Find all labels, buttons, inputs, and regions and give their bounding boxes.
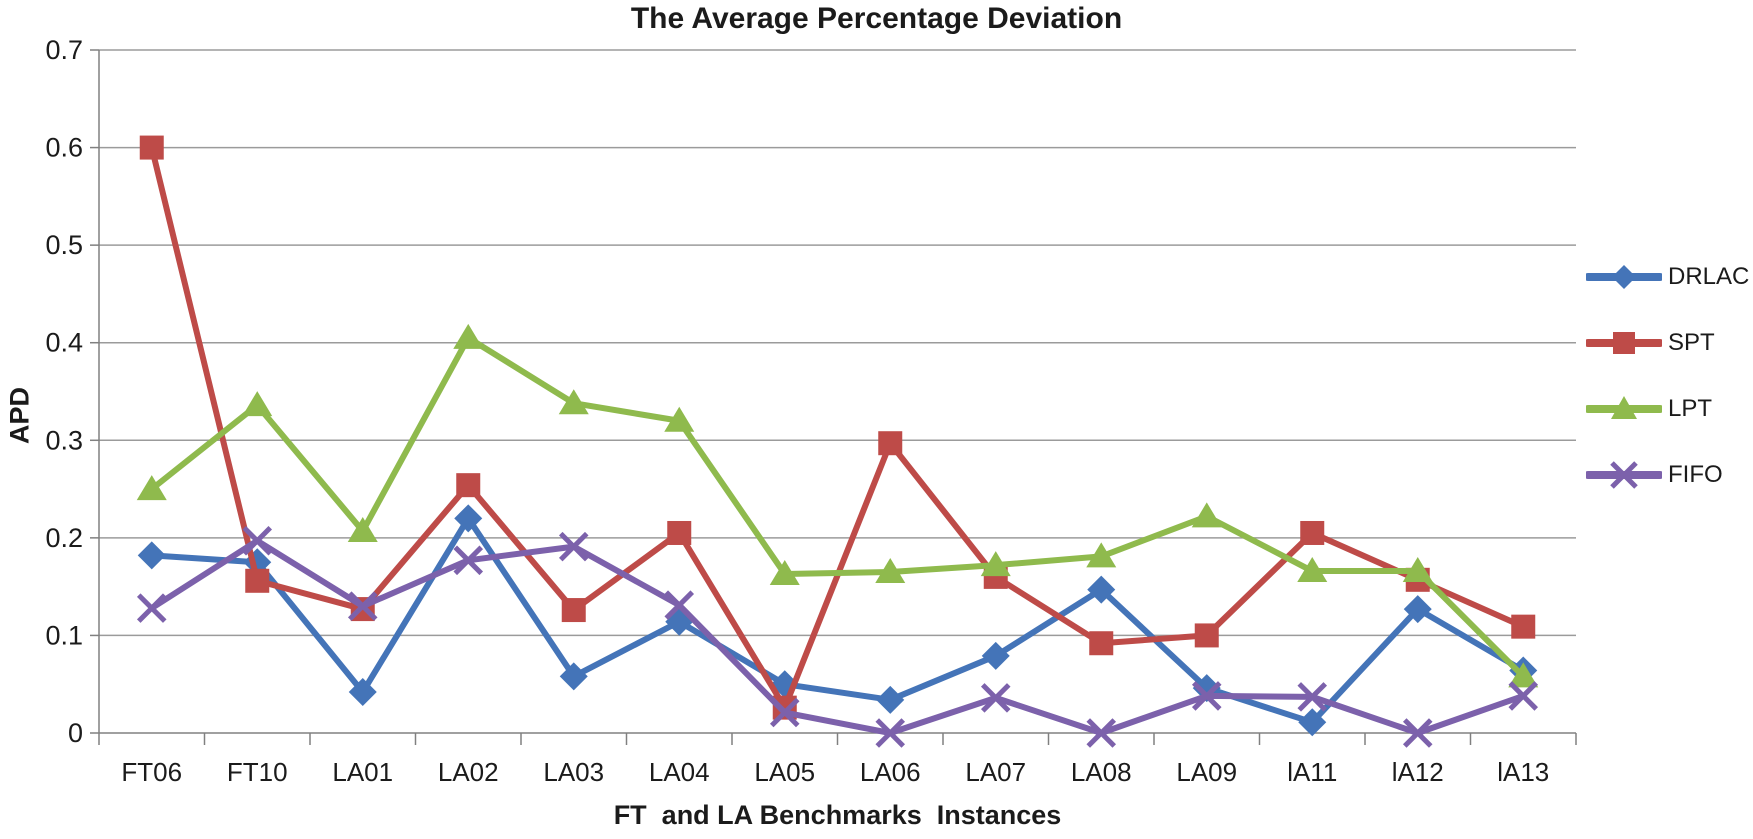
marker-x <box>1402 718 1433 748</box>
marker-x <box>242 526 273 556</box>
marker-square <box>1194 623 1219 648</box>
marker-diamond <box>348 678 377 707</box>
marker-x <box>664 590 695 620</box>
marker-diamond <box>981 641 1010 670</box>
legend-label: DRLAC <box>1668 263 1750 290</box>
marker-diamond <box>454 504 483 533</box>
marker-square <box>1511 614 1536 639</box>
marker-square <box>1089 631 1114 656</box>
legend-label: SPT <box>1668 329 1715 356</box>
legend-item-LPT: LPT <box>1586 394 1751 424</box>
marker-triangle <box>453 323 484 349</box>
marker-diamond <box>1403 595 1432 624</box>
marker-diamond <box>1087 575 1116 604</box>
marker-triangle <box>347 517 378 543</box>
y-tick-label: 0.7 <box>45 35 83 65</box>
x-tick-label: LA05 <box>754 757 815 787</box>
marker-square <box>878 431 903 456</box>
legend-label: LPT <box>1668 395 1713 422</box>
y-tick-label: 0.6 <box>45 133 83 163</box>
x-tick-label: LA01 <box>332 757 393 787</box>
series-line-LPT <box>148 334 1527 680</box>
marker-triangle <box>664 406 695 432</box>
marker-square <box>667 520 692 545</box>
y-tick-label: 0.3 <box>45 425 83 455</box>
marker-triangle <box>980 551 1011 577</box>
y-tick-label: 0.4 <box>45 328 83 358</box>
marker-triangle <box>136 475 167 501</box>
y-tick-label: 0.2 <box>45 523 83 553</box>
legend-item-DRLAC: DRLAC <box>1586 262 1751 292</box>
marker-diamond <box>876 685 905 714</box>
series-line-DRLAC <box>148 515 1527 726</box>
x-tick-label: FT06 <box>121 757 182 787</box>
marker-square <box>139 135 164 160</box>
marker-triangle <box>1191 502 1222 528</box>
marker-diamond <box>137 541 166 570</box>
marker-triangle <box>1402 557 1433 583</box>
legend-marker-x-icon <box>1586 461 1662 489</box>
marker-triangle <box>1086 542 1117 568</box>
x-tick-label: FT10 <box>227 757 288 787</box>
marker-x <box>558 531 589 562</box>
y-axis-title: APD <box>4 387 35 445</box>
legend-marker-triangle-icon <box>1586 396 1662 419</box>
marker-x <box>875 718 906 748</box>
marker-triangle <box>769 559 800 585</box>
chart-title: The Average Percentage Deviation <box>630 2 1123 35</box>
y-tick-label: 0.5 <box>45 230 83 260</box>
series-line-SPT <box>148 144 1527 711</box>
x-tick-label: LA04 <box>649 757 710 787</box>
x-tick-label: lA12 <box>1392 757 1444 787</box>
marker-square <box>456 473 481 498</box>
marker-triangle <box>1297 557 1328 583</box>
x-tick-label: lA11 <box>1287 757 1337 787</box>
legend-marker-square-icon <box>1586 332 1662 354</box>
legend-item-SPT: SPT <box>1586 328 1751 358</box>
marker-x <box>347 591 378 621</box>
legend-item-FIFO: FIFO <box>1586 460 1751 490</box>
x-tick-label: LA02 <box>438 757 499 787</box>
marker-diamond <box>559 662 588 691</box>
legend: DRLAC SPT LPT FIFO <box>1586 262 1751 526</box>
y-tick-label: 0.1 <box>45 620 83 650</box>
marker-x <box>769 697 800 728</box>
series-line-FIFO <box>148 537 1527 736</box>
marker-triangle <box>875 558 906 584</box>
marker-x <box>1086 718 1117 748</box>
legend-marker-diamond-icon <box>1586 265 1662 289</box>
marker-diamond <box>1298 708 1327 737</box>
marker-triangle <box>558 389 589 415</box>
marker-x <box>453 545 484 576</box>
marker-x <box>1297 682 1328 712</box>
marker-square <box>561 598 586 623</box>
legend-label: FIFO <box>1668 461 1723 488</box>
x-tick-label: LA08 <box>1071 757 1132 787</box>
x-tick-label: LA03 <box>543 757 604 787</box>
x-tick-label: lA13 <box>1497 757 1549 787</box>
marker-x <box>136 593 167 623</box>
x-tick-label: LA07 <box>965 757 1026 787</box>
x-tick-label: LA09 <box>1176 757 1237 787</box>
x-axis-title: FT and LA Benchmarks Instances <box>613 800 1062 830</box>
y-tick-label: 0 <box>68 718 83 748</box>
marker-square <box>1300 520 1325 545</box>
x-tick-label: LA06 <box>860 757 921 787</box>
marker-x <box>1191 681 1222 711</box>
marker-square <box>245 568 270 593</box>
marker-x <box>1508 681 1539 711</box>
marker-x <box>980 683 1011 713</box>
marker-triangle <box>1508 662 1539 688</box>
marker-triangle <box>242 391 273 417</box>
